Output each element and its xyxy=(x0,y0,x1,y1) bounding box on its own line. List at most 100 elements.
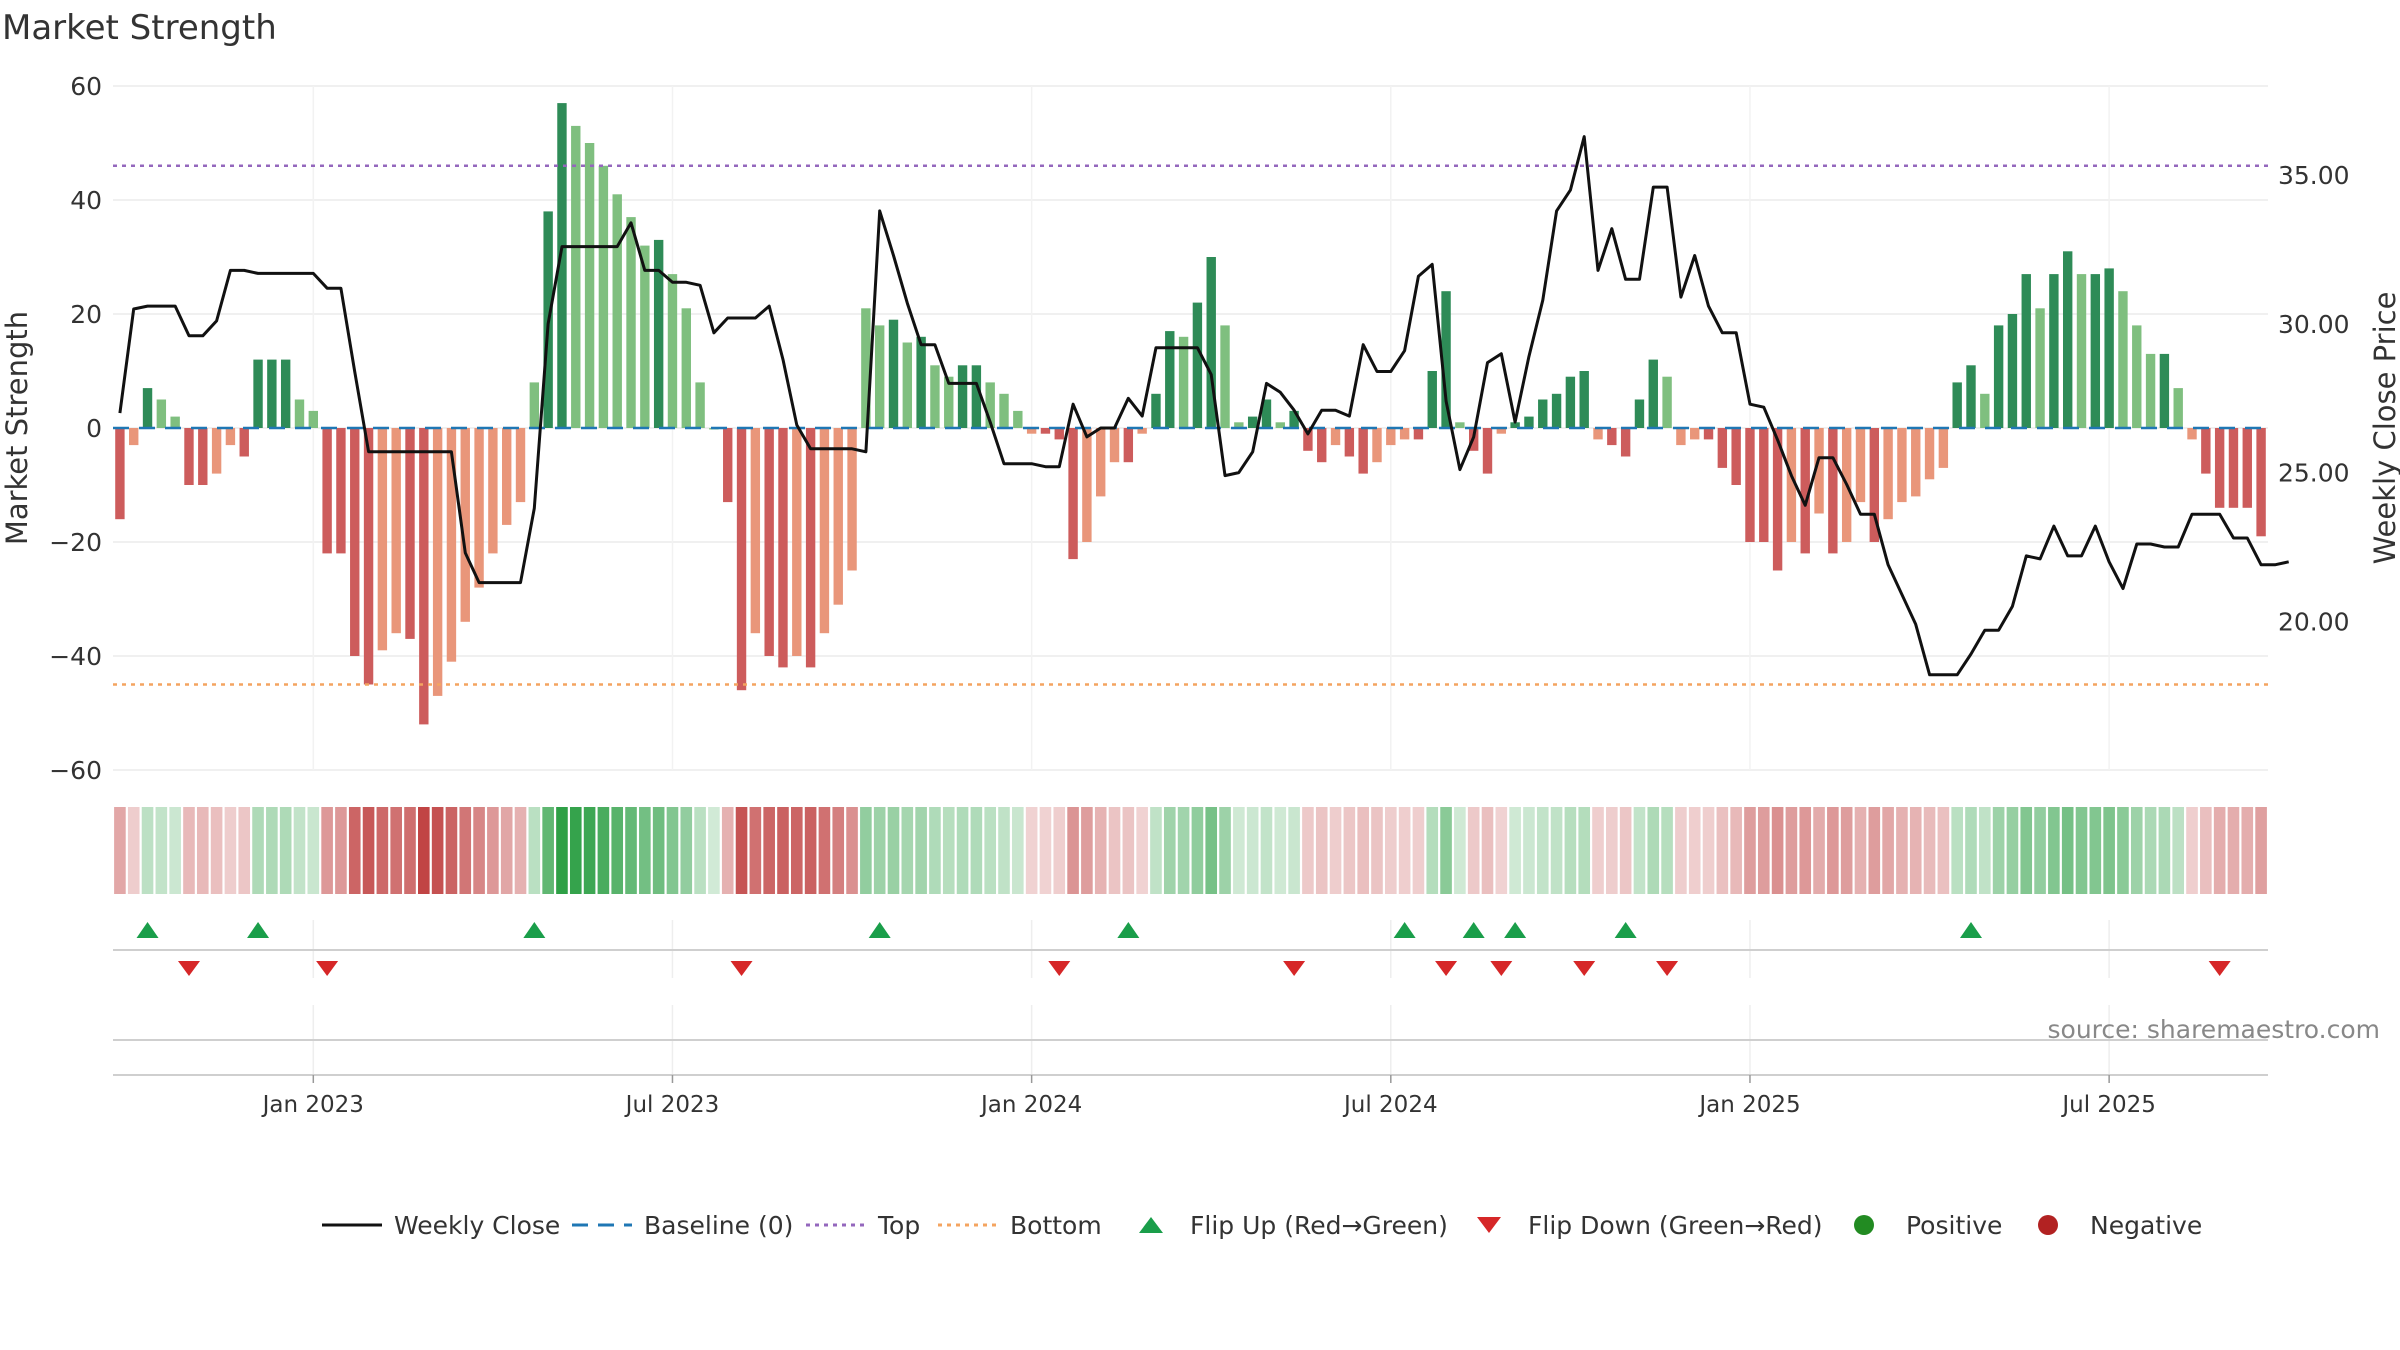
strength-bar xyxy=(1717,428,1728,468)
axis-layer: 60 40 20 0 −20 −40 −60 35.00 30.00 25.00 20.00 Mark… xyxy=(0,72,2400,1118)
strength-bar xyxy=(1607,428,1617,446)
strength-bar xyxy=(2118,291,2128,428)
strength-bar xyxy=(1123,428,1134,463)
heat-strip-cell xyxy=(749,807,762,894)
heat-strip-cell xyxy=(804,807,817,894)
strength-bar xyxy=(1690,428,1700,440)
legend-negative: Negative xyxy=(2036,1205,2202,1245)
heat-strip-cell xyxy=(1136,807,1148,894)
strength-bar xyxy=(557,103,567,428)
heat-strip-cell xyxy=(2213,807,2226,894)
flip-down-marker xyxy=(316,961,339,976)
strength-bar xyxy=(626,217,636,428)
strength-bar xyxy=(861,308,871,428)
heat-strip-cell xyxy=(418,807,430,894)
heat-strip-cell xyxy=(777,807,789,894)
heat-strip-cell xyxy=(763,807,775,894)
strength-bar xyxy=(1676,428,1686,446)
heat-strip-cell xyxy=(1509,807,1521,894)
heat-strip-cell xyxy=(1191,807,1204,894)
heat-strip-cell xyxy=(183,807,195,894)
strength-bar xyxy=(957,365,968,428)
strength-bar xyxy=(874,325,885,428)
heat-strip-cell xyxy=(873,807,886,894)
heat-strip-cell xyxy=(1163,807,1176,894)
heat-strip-cell xyxy=(1150,807,1162,894)
heat-strip-cell xyxy=(556,807,568,894)
heat-strip-cell xyxy=(1992,807,2005,894)
heat-strip-cell xyxy=(1744,807,1756,894)
strength-bar xyxy=(225,428,236,446)
flip-up-marker xyxy=(1959,922,1982,938)
strength-bar xyxy=(888,319,899,428)
heat-strip-cell xyxy=(984,807,996,894)
heat-strip-cell xyxy=(1633,807,1646,894)
right-tick-label: 35.00 xyxy=(2278,161,2350,190)
strength-bar xyxy=(1938,428,1949,468)
strength-bar xyxy=(336,428,346,554)
heat-strip-cell xyxy=(293,807,306,894)
strength-bar xyxy=(1980,393,1990,428)
legend-positive: Positive xyxy=(1852,1205,2002,1245)
strength-bar xyxy=(792,428,802,656)
strength-bar xyxy=(1372,428,1382,463)
legend-label: Flip Down (Green→Red) xyxy=(1528,1210,1823,1240)
heat-strip-cell xyxy=(141,807,154,894)
heat-strip-cell xyxy=(321,807,333,894)
strength-bar xyxy=(253,359,263,428)
strength-bar xyxy=(847,428,857,571)
heat-strip-cell xyxy=(1688,807,1701,894)
strength-bar xyxy=(916,336,926,428)
heat-strip-cell xyxy=(1025,807,1038,894)
strength-bar xyxy=(640,245,650,428)
strength-bar xyxy=(1593,428,1603,440)
strength-bar xyxy=(1897,428,1907,503)
heat-strip-cell xyxy=(2075,807,2088,894)
heat-strip-cell xyxy=(1868,807,1881,894)
heat-strip-cell xyxy=(1329,807,1342,894)
strength-bar xyxy=(1165,331,1175,428)
strength-bar xyxy=(1731,428,1741,485)
strength-bar xyxy=(488,428,498,554)
heat-strip-cell xyxy=(1302,807,1314,894)
heat-strip-cell xyxy=(1592,807,1604,894)
heat-strip-cell xyxy=(1233,807,1245,894)
heat-strip-cell xyxy=(1495,807,1508,894)
flip-down-marker xyxy=(1573,961,1596,976)
heat-strip-cell xyxy=(1012,807,1024,894)
weekly-close-line xyxy=(118,135,2290,677)
heat-strip-cell xyxy=(2117,807,2129,894)
flip-down-marker xyxy=(730,961,753,976)
x-tick-label: Jan 2025 xyxy=(1697,1092,1800,1118)
strength-bar xyxy=(1399,428,1410,440)
strength-bar xyxy=(1206,257,1216,428)
strength-bar xyxy=(419,428,429,725)
strength-bar xyxy=(750,428,761,634)
strength-bar xyxy=(1234,422,1244,428)
strength-bar xyxy=(1026,428,1037,434)
heat-strip-cell xyxy=(2144,807,2157,894)
x-tick-label: Jan 2023 xyxy=(261,1092,364,1118)
source-note: source: sharemaestro.com xyxy=(2047,1015,2381,1044)
strength-bar xyxy=(1247,416,1258,428)
strength-bar xyxy=(723,428,733,503)
red-dot-icon xyxy=(2038,1215,2058,1235)
heat-strip-cell xyxy=(514,807,527,894)
heat-strip-cell xyxy=(1619,807,1632,894)
strength-bar xyxy=(1192,302,1203,428)
heat-strip-cell xyxy=(887,807,900,894)
y-axis-right-label: Weekly Close Price xyxy=(2368,292,2400,565)
strength-bar xyxy=(1289,410,1299,428)
heat-strip-cell xyxy=(1716,807,1729,894)
strength-bar xyxy=(502,428,512,525)
strength-bar xyxy=(1151,393,1161,428)
strength-bar xyxy=(1855,428,1866,503)
flip-up-marker xyxy=(1117,922,1140,938)
strength-bar xyxy=(902,342,913,428)
heat-strip-cell xyxy=(915,807,927,894)
flip-down-marker xyxy=(177,961,200,976)
heat-strip-cell xyxy=(1219,807,1231,894)
heat-strip-cell xyxy=(569,807,582,894)
heat-strip-cell xyxy=(1398,807,1411,894)
